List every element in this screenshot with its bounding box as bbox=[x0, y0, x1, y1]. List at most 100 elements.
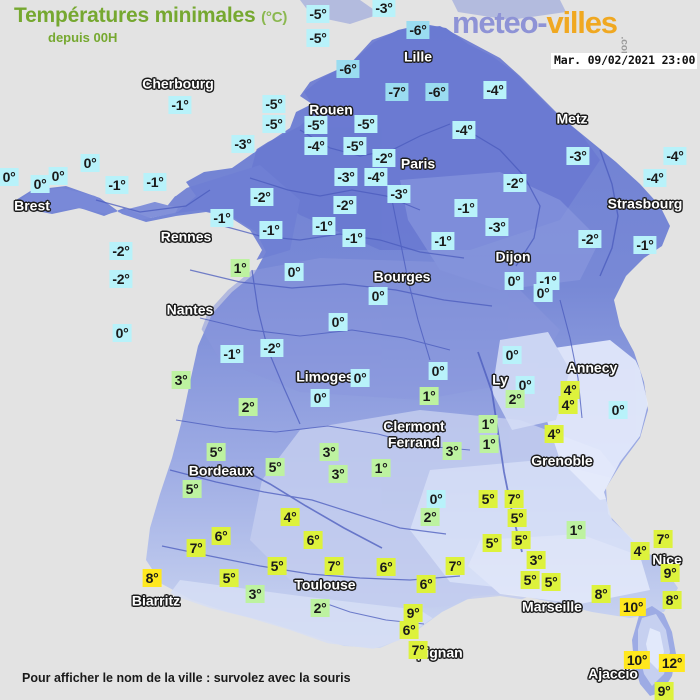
temperature-chip[interactable]: 0° bbox=[368, 287, 388, 305]
temperature-chip[interactable]: -3° bbox=[485, 218, 509, 236]
temperature-chip[interactable]: 3° bbox=[245, 585, 265, 603]
temperature-chip[interactable]: -4° bbox=[364, 168, 388, 186]
temperature-chip[interactable]: 7° bbox=[324, 557, 344, 575]
temperature-chip[interactable]: 0° bbox=[80, 154, 100, 172]
temperature-chip[interactable]: 5° bbox=[267, 557, 287, 575]
temperature-chip[interactable]: -7° bbox=[385, 83, 409, 101]
temperature-chip[interactable]: -2° bbox=[503, 174, 527, 192]
temperature-chip[interactable]: 4° bbox=[280, 508, 300, 526]
temperature-chip[interactable]: 7° bbox=[408, 641, 428, 659]
temperature-chip[interactable]: 5° bbox=[511, 531, 531, 549]
temperature-chip[interactable]: -2° bbox=[109, 270, 133, 288]
temperature-chip[interactable]: -1° bbox=[633, 236, 657, 254]
temperature-chip[interactable]: -5° bbox=[306, 5, 330, 23]
temperature-chip[interactable]: -5° bbox=[306, 29, 330, 47]
temperature-chip[interactable]: 7° bbox=[653, 530, 673, 548]
temperature-chip[interactable]: 7° bbox=[186, 539, 206, 557]
temperature-chip[interactable]: 6° bbox=[416, 575, 436, 593]
temperature-chip[interactable]: -1° bbox=[259, 221, 283, 239]
temperature-chip[interactable]: 0° bbox=[48, 167, 68, 185]
temperature-chip[interactable]: 0° bbox=[350, 369, 370, 387]
temperature-chip[interactable]: -5° bbox=[262, 115, 286, 133]
temperature-chip[interactable]: 6° bbox=[211, 527, 231, 545]
temperature-chip[interactable]: -5° bbox=[262, 95, 286, 113]
temperature-chip[interactable]: -1° bbox=[342, 229, 366, 247]
temperature-chip[interactable]: 5° bbox=[182, 480, 202, 498]
temperature-chip[interactable]: 8° bbox=[142, 569, 162, 587]
temperature-chip[interactable]: -1° bbox=[454, 199, 478, 217]
temperature-chip[interactable]: -2° bbox=[250, 188, 274, 206]
temperature-chip[interactable]: -2° bbox=[109, 242, 133, 260]
temperature-chip[interactable]: 3° bbox=[319, 443, 339, 461]
temperature-chip[interactable]: 6° bbox=[399, 621, 419, 639]
temperature-chip[interactable]: 7° bbox=[445, 557, 465, 575]
temperature-chip[interactable]: 0° bbox=[426, 490, 446, 508]
temperature-chip[interactable]: 0° bbox=[515, 376, 535, 394]
temperature-chip[interactable]: 5° bbox=[265, 458, 285, 476]
temperature-chip[interactable]: -6° bbox=[406, 21, 430, 39]
temperature-chip[interactable]: -4° bbox=[452, 121, 476, 139]
temperature-chip[interactable]: -1° bbox=[168, 96, 192, 114]
temperature-chip[interactable]: -4° bbox=[643, 169, 667, 187]
temperature-chip[interactable]: 5° bbox=[520, 571, 540, 589]
temperature-chip[interactable]: -5° bbox=[304, 116, 328, 134]
temperature-chip[interactable]: -5° bbox=[343, 137, 367, 155]
temperature-chip[interactable]: 6° bbox=[376, 558, 396, 576]
temperature-chip[interactable]: 9° bbox=[660, 564, 680, 582]
temperature-chip[interactable]: -4° bbox=[483, 81, 507, 99]
temperature-chip[interactable]: 2° bbox=[310, 599, 330, 617]
temperature-chip[interactable]: 4° bbox=[558, 396, 578, 414]
temperature-chip[interactable]: -2° bbox=[372, 149, 396, 167]
temperature-chip[interactable]: -3° bbox=[387, 185, 411, 203]
temperature-chip[interactable]: 3° bbox=[442, 442, 462, 460]
temperature-chip[interactable]: 5° bbox=[206, 443, 226, 461]
temperature-chip[interactable]: 1° bbox=[371, 459, 391, 477]
temperature-chip[interactable]: -6° bbox=[336, 60, 360, 78]
site-logo[interactable]: meteo-villes.com bbox=[452, 5, 640, 60]
temperature-chip[interactable]: -6° bbox=[425, 83, 449, 101]
temperature-chip[interactable]: 3° bbox=[526, 551, 546, 569]
temperature-chip[interactable]: -2° bbox=[333, 196, 357, 214]
temperature-chip[interactable]: -1° bbox=[312, 217, 336, 235]
temperature-chip[interactable]: 4° bbox=[630, 542, 650, 560]
temperature-chip[interactable]: 1° bbox=[230, 259, 250, 277]
temperature-chip[interactable]: -4° bbox=[663, 147, 687, 165]
temperature-chip[interactable]: -1° bbox=[105, 176, 129, 194]
temperature-chip[interactable]: 9° bbox=[654, 682, 674, 700]
temperature-chip[interactable]: 5° bbox=[482, 534, 502, 552]
temperature-chip[interactable]: 0° bbox=[0, 168, 19, 186]
temperature-chip[interactable]: 0° bbox=[502, 346, 522, 364]
temperature-chip[interactable]: 8° bbox=[662, 591, 682, 609]
temperature-chip[interactable]: 8° bbox=[591, 585, 611, 603]
temperature-chip[interactable]: -2° bbox=[260, 339, 284, 357]
temperature-chip[interactable]: 1° bbox=[479, 435, 499, 453]
temperature-chip[interactable]: -5° bbox=[354, 115, 378, 133]
temperature-chip[interactable]: 12° bbox=[658, 654, 686, 672]
temperature-chip[interactable]: 1° bbox=[566, 521, 586, 539]
temperature-chip[interactable]: -1° bbox=[431, 232, 455, 250]
temperature-chip[interactable]: 2° bbox=[238, 398, 258, 416]
temperature-chip[interactable]: 0° bbox=[533, 284, 553, 302]
temperature-chip[interactable]: 5° bbox=[478, 490, 498, 508]
temperature-chip[interactable]: -1° bbox=[143, 173, 167, 191]
temperature-chip[interactable]: 7° bbox=[504, 490, 524, 508]
temperature-chip[interactable]: 4° bbox=[544, 425, 564, 443]
temperature-chip[interactable]: 2° bbox=[505, 390, 525, 408]
temperature-chip[interactable]: 0° bbox=[310, 389, 330, 407]
temperature-chip[interactable]: -3° bbox=[334, 168, 358, 186]
temperature-chip[interactable]: 0° bbox=[30, 175, 50, 193]
temperature-chip[interactable]: -3° bbox=[566, 147, 590, 165]
temperature-chip[interactable]: 0° bbox=[284, 263, 304, 281]
temperature-chip[interactable]: 0° bbox=[112, 324, 132, 342]
temperature-chip[interactable]: 1° bbox=[419, 387, 439, 405]
temperature-chip[interactable]: -3° bbox=[231, 135, 255, 153]
temperature-chip[interactable]: 10° bbox=[619, 598, 647, 616]
temperature-chip[interactable]: 5° bbox=[507, 509, 527, 527]
temperature-chip[interactable]: -2° bbox=[578, 230, 602, 248]
temperature-chip[interactable]: 3° bbox=[171, 371, 191, 389]
temperature-chip[interactable]: 2° bbox=[420, 508, 440, 526]
temperature-chip[interactable]: 1° bbox=[478, 415, 498, 433]
temperature-chip[interactable]: 4° bbox=[560, 381, 580, 399]
temperature-chip[interactable]: -1° bbox=[220, 345, 244, 363]
temperature-chip[interactable]: 9° bbox=[403, 604, 423, 622]
